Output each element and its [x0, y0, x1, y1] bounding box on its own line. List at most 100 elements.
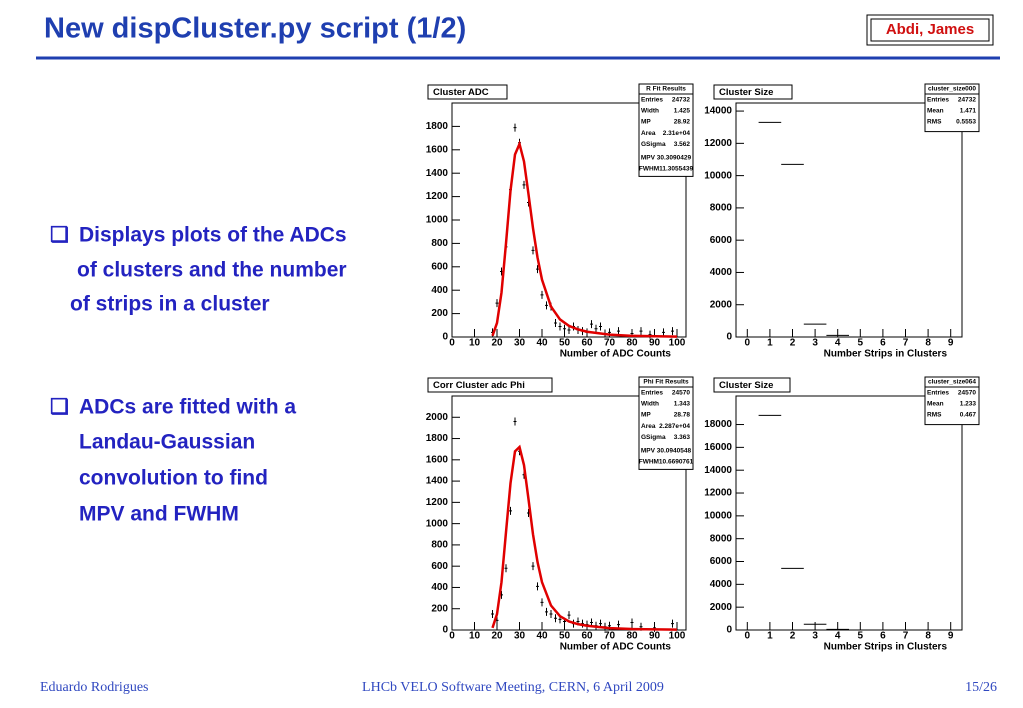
x-tick-label: 30: [514, 338, 526, 349]
stats-line: FWHM11.3055439: [639, 166, 694, 173]
bullet-text: Landau-Gaussian: [79, 431, 255, 454]
x-tick-label: 20: [491, 631, 503, 642]
y-tick-label: 1200: [426, 191, 449, 202]
y-tick-label: 10000: [704, 170, 732, 181]
slide-title: New dispCluster.py script (1/2): [44, 13, 466, 45]
chart-title: Cluster ADC: [433, 87, 489, 98]
data-point: [590, 320, 593, 329]
stats-value: 24570: [958, 389, 976, 396]
x-tick-label: 9: [948, 338, 954, 349]
chart-title-box: [427, 84, 508, 100]
stats-box: [924, 83, 980, 133]
x-tick-label: 70: [604, 631, 616, 642]
data-point: [522, 180, 526, 189]
stats-value: 24570: [672, 389, 690, 396]
x-tick-label: 7: [903, 338, 909, 349]
stats-label: MP: [641, 119, 651, 126]
chart-title-box: [713, 84, 793, 100]
x-tick-label: 60: [581, 631, 593, 642]
y-tick-label: 16000: [704, 442, 732, 453]
chart-title: Cluster Size: [719, 87, 773, 98]
data-point: [513, 417, 517, 426]
x-tick-label: 8: [925, 338, 931, 349]
y-tick-label: 1800: [426, 121, 449, 132]
x-tick-label: 3: [812, 631, 818, 642]
chart-title: Corr Cluster adc Phi: [433, 380, 525, 391]
bullet-text: MPV and FWHM: [79, 503, 239, 526]
stats-label: Mean: [927, 108, 944, 115]
y-tick-label: 0: [726, 625, 732, 636]
x-axis-label: Number Strips in Clusters: [824, 349, 948, 360]
data-point: [554, 318, 557, 327]
data-point: [599, 322, 602, 331]
data-point: [545, 607, 548, 616]
data-point: [594, 324, 598, 333]
y-tick-label: 14000: [704, 465, 732, 476]
y-tick-label: 1200: [426, 497, 449, 508]
x-tick-label: 0: [745, 338, 751, 349]
y-tick-label: 2000: [710, 602, 733, 613]
x-axis-label: Number Strips in Clusters: [824, 642, 948, 653]
x-tick-label: 3: [812, 338, 818, 349]
bullet-text: Displays plots of the ADCs: [79, 224, 347, 247]
data-point: [563, 324, 566, 333]
y-tick-label: 1000: [426, 215, 449, 226]
stats-label: Entries: [927, 389, 949, 396]
data-point: [549, 610, 553, 619]
data-point: [671, 619, 674, 628]
stats-label: Width: [641, 108, 659, 115]
x-tick-label: 6: [880, 338, 886, 349]
x-tick-label: 10: [469, 631, 481, 642]
stats-box: [638, 376, 694, 470]
x-tick-label: 8: [925, 631, 931, 642]
x-tick-label: 50: [559, 631, 571, 642]
x-tick-label: 40: [536, 338, 548, 349]
stats-label: MP: [641, 412, 651, 419]
y-tick-label: 6000: [710, 556, 733, 567]
x-tick-label: 4: [835, 631, 841, 642]
plot-frame: [735, 395, 963, 631]
author-box-inner: [870, 18, 990, 42]
stats-label: RMS: [927, 119, 942, 126]
stats-value: 0.5553: [956, 119, 976, 126]
x-tick-label: 50: [559, 338, 571, 349]
stats-value: 28.92: [674, 119, 691, 126]
stats-box: [638, 83, 694, 177]
data-point: [491, 610, 494, 619]
footer-meeting: LHCb VELO Software Meeting, CERN, 6 Apri…: [362, 680, 664, 695]
stats-title: Phi Fit Results: [643, 379, 689, 386]
stats-title: cluster_size064: [928, 379, 976, 386]
x-tick-label: 7: [903, 631, 909, 642]
plot-frame: [735, 102, 963, 338]
y-tick-label: 200: [431, 308, 448, 319]
author: Abdi, James: [886, 21, 974, 38]
data-point: [509, 506, 512, 515]
y-tick-label: 1600: [426, 454, 449, 465]
bullet-glyph: ❑: [50, 224, 69, 247]
x-tick-label: 30: [514, 631, 526, 642]
chart-title: Cluster Size: [719, 380, 773, 391]
x-tick-label: 20: [491, 338, 503, 349]
x-tick-label: 0: [745, 631, 751, 642]
x-tick-label: 40: [536, 631, 548, 642]
stats-value: 2.287e+04: [659, 423, 690, 430]
data-point: [558, 322, 562, 331]
stats-value: 2.31e+04: [663, 130, 691, 137]
x-tick-label: 0: [449, 631, 455, 642]
x-tick-label: 4: [835, 338, 841, 349]
stats-value: 28.78: [674, 412, 691, 419]
x-tick-label: 70: [604, 338, 616, 349]
bullet-text: of strips in a cluster: [70, 293, 270, 316]
y-tick-label: 600: [431, 561, 448, 572]
data-point: [662, 328, 665, 337]
data-point: [513, 123, 517, 132]
y-tick-label: 6000: [710, 235, 733, 246]
stats-label: Width: [641, 401, 659, 408]
y-tick-label: 12000: [704, 488, 732, 499]
data-point: [540, 598, 544, 607]
x-tick-label: 5: [858, 631, 864, 642]
y-tick-label: 1600: [426, 144, 449, 155]
x-tick-label: 5: [858, 338, 864, 349]
y-tick-label: 400: [431, 582, 448, 593]
data-point: [567, 325, 571, 334]
